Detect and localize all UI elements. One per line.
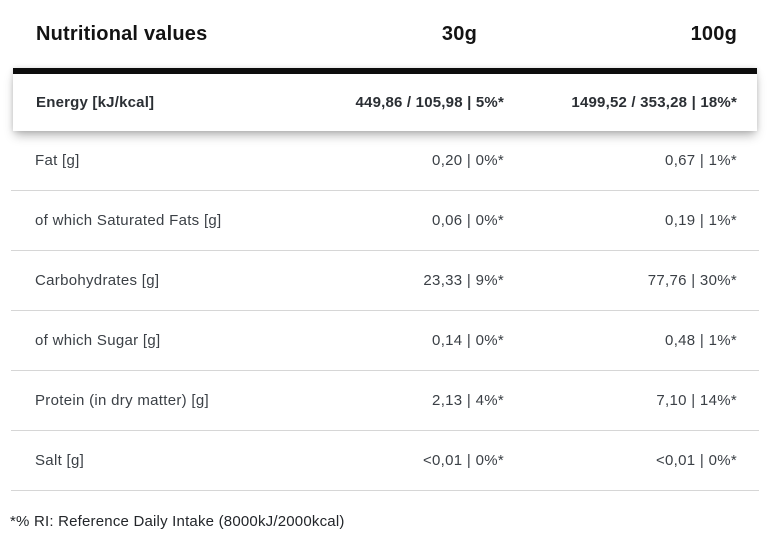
table-body: Fat [g] 0,20 | 0%* 0,67 | 1%* of which S… (11, 131, 759, 491)
row-value-100g: <0,01 | 0%* (655, 452, 737, 469)
row-value-30g: 0,06 | 0%* (432, 212, 504, 229)
row-label: Protein (in dry matter) [g] (35, 392, 209, 409)
table-row-saturated-fats: of which Saturated Fats [g] 0,06 | 0%* 0… (11, 191, 759, 251)
table-row-salt: Salt [g] <0,01 | 0%* <0,01 | 0%* (11, 431, 759, 491)
row-value-30g: 0,14 | 0%* (432, 332, 504, 349)
table-row-carbohydrates: Carbohydrates [g] 23,33 | 9%* 77,76 | 30… (11, 251, 759, 311)
row-value-100g: 7,10 | 14%* (656, 392, 737, 409)
row-label: Salt [g] (35, 452, 85, 469)
column-header-30g: 30g (441, 22, 477, 45)
table-header-row: Nutritional values 30g 100g (11, 0, 759, 68)
table-row-sugar: of which Sugar [g] 0,14 | 0%* 0,48 | 1%* (11, 311, 759, 371)
row-value-100g: 77,76 | 30%* (647, 272, 737, 289)
row-label: of which Saturated Fats [g] (35, 212, 222, 229)
row-value-30g: 0,20 | 0%* (432, 152, 504, 169)
table-row-fat: Fat [g] 0,20 | 0%* 0,67 | 1%* (11, 131, 759, 191)
table-title: Nutritional values (36, 22, 208, 45)
row-value-30g: 23,33 | 9%* (423, 272, 504, 289)
row-label: Energy [kJ/kcal] (36, 94, 155, 111)
row-value-30g: 449,86 / 105,98 | 5%* (355, 94, 504, 111)
column-header-100g: 100g (690, 22, 737, 45)
row-value-100g: 0,19 | 1%* (665, 212, 737, 229)
table-row-energy-highlighted: Energy [kJ/kcal] 449,86 / 105,98 | 5%* 1… (13, 68, 757, 131)
row-value-100g: 0,67 | 1%* (665, 152, 737, 169)
row-label: of which Sugar [g] (35, 332, 161, 349)
reference-intake-footnote: *% RI: Reference Daily Intake (8000kJ/20… (10, 513, 345, 530)
row-value-30g: 2,13 | 4%* (432, 392, 504, 409)
row-value-100g: 1499,52 / 353,28 | 18%* (571, 94, 737, 111)
row-label: Carbohydrates [g] (35, 272, 160, 289)
table-row-protein: Protein (in dry matter) [g] 2,13 | 4%* 7… (11, 371, 759, 431)
row-value-100g: 0,48 | 1%* (665, 332, 737, 349)
row-value-30g: <0,01 | 0%* (422, 452, 504, 469)
row-label: Fat [g] (35, 152, 80, 169)
